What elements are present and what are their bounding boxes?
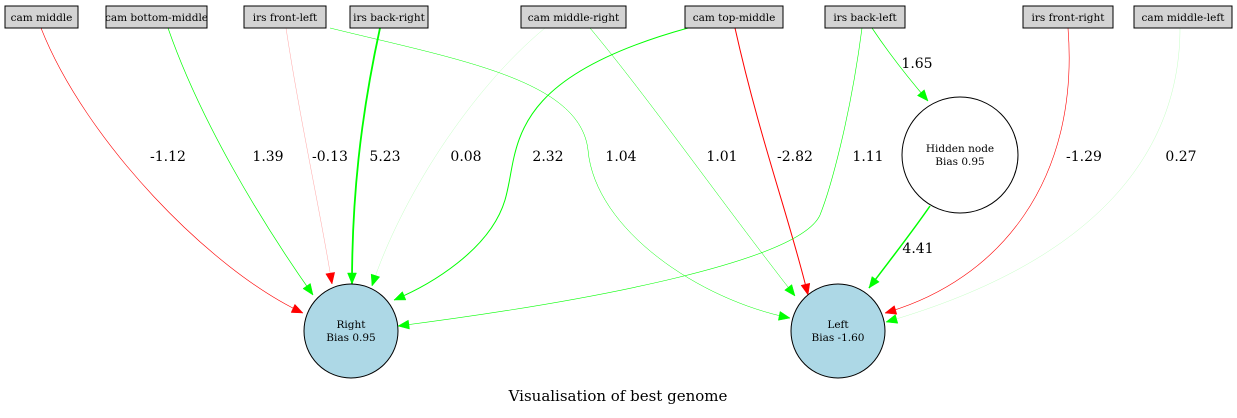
input-node-box [520, 5, 627, 29]
input-node-cam-middle-right: cam middle-right [520, 5, 627, 29]
edge-weight-label: -0.13 [312, 149, 348, 165]
input-node-label: irs front-right [1032, 12, 1106, 24]
node-circle [790, 283, 886, 379]
edges-layer [40, 27, 1181, 330]
edge-weight-label: 1.65 [901, 56, 932, 72]
edge-arrowhead [868, 276, 880, 289]
edge-cam_middle-to-right [40, 27, 304, 314]
edge-cam_middle_left-to-left [885, 27, 1181, 323]
edge-weight-label: 1.39 [252, 149, 283, 165]
edge-arrowhead [325, 272, 336, 285]
input-node-label: cam bottom-middle [105, 12, 208, 24]
edge-weight-label: -1.29 [1066, 149, 1102, 165]
edge-cam_top_middle-to-right [393, 27, 689, 301]
input-node-cam-bottom-middle: cam bottom-middle [105, 5, 208, 29]
edge-weight-label: 2.32 [532, 149, 563, 165]
input-node-label: cam middle [11, 12, 73, 24]
input-node-cam-top-middle: cam top-middle [684, 5, 784, 29]
weights-layer: -1.12 1.39 -0.13 5.23 0.08 2.32 1.04 1.01 -2.82 1… [150, 56, 1197, 257]
input-node-box [349, 5, 429, 29]
edge-cam_top_middle-to-left [734, 27, 809, 296]
edge-weight-label: -1.12 [150, 149, 186, 165]
edge-irs_front_left-to-right [285, 27, 333, 285]
input-node-box [824, 5, 906, 29]
edge-weight-label: -2.82 [777, 149, 813, 165]
edge-arrowhead [778, 311, 791, 321]
input-node-box [243, 5, 327, 29]
edge-arrowhead [800, 282, 811, 296]
nodes-layer: cam middle cam bottom-middle irs front-lef… [4, 5, 1233, 379]
input-node-box [1133, 5, 1233, 29]
node-name: Right [337, 319, 367, 331]
node-circle [303, 283, 399, 379]
input-node-irs-front-right: irs front-right [1022, 5, 1114, 29]
input-node-label: irs back-left [833, 12, 897, 24]
edge-weight-label: 1.04 [605, 149, 636, 165]
input-node-label: irs front-left [253, 12, 318, 24]
edge-irs_front_right-to-left [884, 27, 1070, 314]
edge-weight-label: 0.08 [450, 149, 481, 165]
node-name: Left [827, 319, 849, 331]
edge-arrowhead [347, 272, 357, 285]
edge-cam_middle_right-to-left [589, 27, 796, 297]
node-circle [901, 96, 1019, 214]
edge-irs_front_left-to-left [329, 27, 791, 319]
edge-irs_back_right-to-right [351, 27, 381, 285]
input-node-label: cam middle-left [1142, 12, 1226, 24]
input-node-cam-middle-left: cam middle-left [1133, 5, 1233, 29]
diagram-title: Visualisation of best genome [508, 387, 728, 405]
edge-arrowhead [916, 89, 929, 102]
node-name: Hidden node [926, 143, 994, 155]
edge-irs_back_left-to-right [397, 27, 863, 327]
edge-arrowhead [370, 273, 381, 287]
input-node-box [4, 5, 79, 29]
input-node-irs-back-right: irs back-right [349, 5, 429, 29]
edge-arrowhead [397, 319, 410, 330]
edge-weight-label: 5.23 [369, 149, 400, 165]
input-node-cam-middle: cam middle [4, 5, 79, 29]
node-bias: Bias -1.60 [812, 332, 865, 344]
edge-arrowhead [885, 314, 899, 324]
edge-weight-label: 0.27 [1165, 149, 1196, 165]
edge-weight-label: 4.41 [902, 241, 933, 257]
input-node-irs-front-left: irs front-left [243, 5, 327, 29]
node-bias: Bias 0.95 [326, 332, 375, 344]
node-bias: Bias 0.95 [935, 156, 984, 168]
edge-cam_bottom_middle-to-right [167, 27, 314, 296]
input-node-label: cam top-middle [693, 12, 776, 24]
input-node-label: irs back-right [353, 12, 426, 24]
edge-arrowhead [784, 284, 796, 297]
input-node-label: cam middle-right [528, 12, 620, 24]
edge-weight-label: 1.01 [706, 149, 737, 165]
input-node-irs-back-left: irs back-left [824, 5, 906, 29]
input-node-box [105, 5, 208, 29]
edge-arrowhead [884, 305, 898, 315]
edge-arrowhead [393, 291, 407, 301]
input-node-box [684, 5, 784, 29]
edge-weight-label: 1.11 [852, 149, 883, 165]
input-node-box [1022, 5, 1114, 29]
edge-arrowhead [290, 303, 304, 314]
edge-arrowhead [302, 283, 314, 296]
